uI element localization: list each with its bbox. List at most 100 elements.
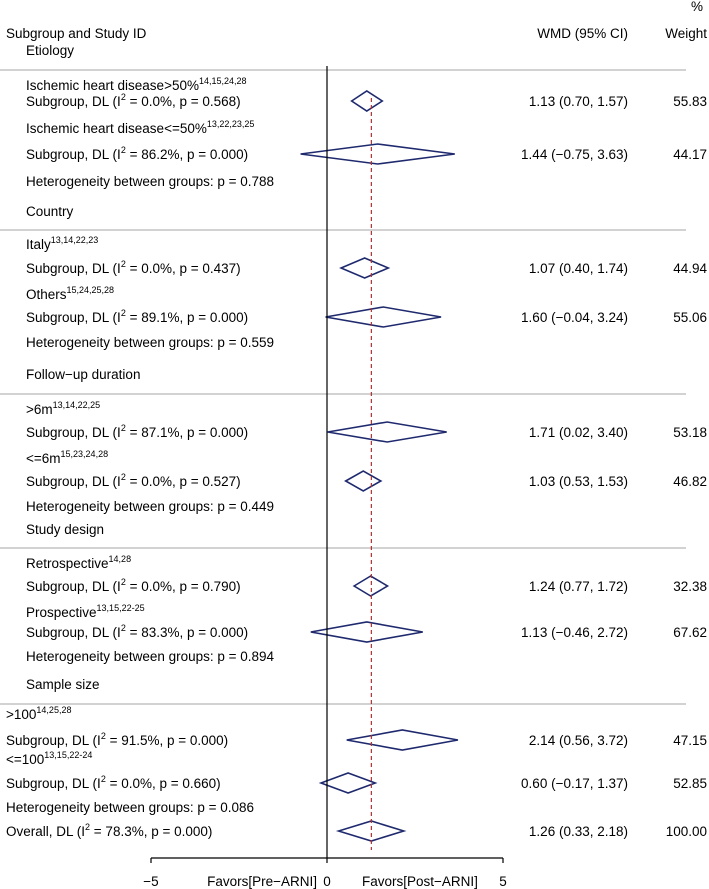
- group-label-superscript: 13,15,22-25: [97, 603, 145, 613]
- group-label-superscript: 13,14,22,25: [53, 400, 101, 410]
- effect-ci-value: 1.44 (−0.75, 3.63): [521, 147, 628, 162]
- subgroup-label-superscript: 2: [121, 92, 126, 102]
- subgroup-diamond: [352, 575, 390, 597]
- group-label-text: Ischemic heart disease>50%: [26, 78, 199, 93]
- effect-ci-value: 1.71 (0.02, 3.40): [529, 425, 628, 440]
- group-label: Others15,24,25,28: [26, 285, 114, 302]
- subgroup-label-text: Subgroup, DL (I: [26, 474, 121, 489]
- subgroup-label-superscript: 2: [121, 308, 126, 318]
- group-label: >10014,25,28: [6, 705, 71, 722]
- group-label-text: >100: [6, 707, 36, 722]
- subgroup-label-text: Subgroup, DL (I: [26, 261, 121, 276]
- weight-value: 47.15: [673, 733, 707, 748]
- subgroup-diamond: [346, 729, 459, 751]
- weight-value: 44.94: [673, 261, 707, 276]
- effect-ci-value: 2.14 (0.56, 3.72): [529, 733, 628, 748]
- effect-ci-value: 0.60 (−0.17, 1.37): [521, 776, 628, 791]
- group-label-text: Ischemic heart disease<=50%: [26, 121, 207, 136]
- weight-unit-label: %: [691, 0, 703, 14]
- overall-label-superscript: 2: [85, 822, 90, 832]
- x-tick-label: 0: [323, 874, 331, 889]
- subgroup-label-stats: = 0.0%, p = 0.527): [126, 474, 241, 489]
- subgroup-label-stats: = 0.0%, p = 0.437): [126, 261, 241, 276]
- subgroup-label: Subgroup, DL (I2 = 87.1%, p = 0.000): [26, 423, 248, 440]
- weight-value: 67.62: [673, 625, 707, 640]
- section-label: Study design: [26, 522, 104, 537]
- group-label-text: Italy: [26, 237, 51, 252]
- favors-left-label: Favors[Pre−ARNI]: [207, 874, 317, 889]
- heterogeneity-label: Heterogeneity between groups: p = 0.449: [26, 499, 274, 514]
- group-label: Italy13,14,22,23: [26, 235, 98, 252]
- subgroup-diamond: [318, 772, 378, 794]
- effect-ci-value: 1.03 (0.53, 1.53): [529, 474, 628, 489]
- subgroup-label: Subgroup, DL (I2 = 91.5%, p = 0.000): [6, 731, 228, 748]
- subgroup-diamond: [339, 257, 391, 279]
- group-label-superscript: 14,25,28: [36, 705, 71, 715]
- subgroup-label-stats: = 0.0%, p = 0.660): [106, 776, 221, 791]
- subgroup-label-text: Subgroup, DL (I: [6, 733, 101, 748]
- subgroup-label-superscript: 2: [121, 423, 126, 433]
- group-label-superscript: 14,15,24,28: [199, 76, 247, 86]
- group-label-text: >6m: [26, 402, 53, 417]
- subgroup-label: Subgroup, DL (I2 = 0.0%, p = 0.527): [26, 472, 241, 489]
- subgroup-label: Subgroup, DL (I2 = 0.0%, p = 0.437): [26, 259, 241, 276]
- heterogeneity-label: Heterogeneity between groups: p = 0.559: [26, 335, 274, 350]
- subgroup-diamond: [344, 470, 383, 492]
- group-label-superscript: 15,23,24,28: [61, 449, 109, 459]
- subgroup-label: Subgroup, DL (I2 = 0.0%, p = 0.660): [6, 774, 221, 791]
- weight-value: 100.00: [666, 824, 707, 839]
- group-label-superscript: 15,24,25,28: [67, 285, 115, 295]
- subgroup-label-text: Subgroup, DL (I: [6, 776, 101, 791]
- subgroup-label-superscript: 2: [121, 623, 126, 633]
- weight-value: 55.83: [673, 94, 707, 109]
- subgroup-label-superscript: 2: [121, 577, 126, 587]
- subgroup-label-text: Subgroup, DL (I: [26, 94, 121, 109]
- group-label-superscript: 13,14,22,23: [51, 235, 99, 245]
- section-label: Country: [26, 204, 74, 219]
- subgroup-label-superscript: 2: [121, 472, 126, 482]
- overall-label-text: Overall, DL (I: [6, 824, 85, 839]
- subgroup-label: Subgroup, DL (I2 = 0.0%, p = 0.790): [26, 577, 241, 594]
- header-effect: WMD (95% CI): [537, 26, 628, 41]
- subgroup-label-stats: = 83.3%, p = 0.000): [126, 625, 248, 640]
- group-label: Ischemic heart disease>50%14,15,24,28: [26, 76, 247, 93]
- group-label: >6m13,14,22,25: [26, 400, 100, 417]
- section-label: Follow−up duration: [26, 367, 140, 382]
- group-label-text: Others: [26, 287, 67, 302]
- group-label-text: <=100: [6, 752, 44, 767]
- subgroup-label-text: Subgroup, DL (I: [26, 579, 121, 594]
- weight-value: 32.38: [673, 579, 707, 594]
- group-label: Prospective13,15,22-25: [26, 603, 145, 620]
- subgroup-label-text: Subgroup, DL (I: [26, 425, 121, 440]
- weight-value: 52.85: [673, 776, 707, 791]
- subgroup-label-text: Subgroup, DL (I: [26, 625, 121, 640]
- x-tick-label: 5: [499, 874, 507, 889]
- subgroup-label-stats: = 87.1%, p = 0.000): [126, 425, 248, 440]
- header-weight: Weight: [665, 26, 707, 41]
- subgroup-diamond: [325, 306, 442, 328]
- heterogeneity-label: Heterogeneity between groups: p = 0.894: [26, 649, 275, 664]
- x-tick-label: −5: [143, 874, 158, 889]
- group-label-superscript: 13,15,22-24: [44, 750, 92, 760]
- overall-label-stats: = 78.3%, p = 0.000): [90, 824, 212, 839]
- subgroup-diamond: [350, 90, 384, 112]
- rows-layer: Etiology Ischemic heart disease>50%14,15,…: [0, 43, 707, 842]
- header-study: Subgroup and Study ID: [6, 26, 147, 41]
- effect-ci-value: 1.24 (0.77, 1.72): [529, 579, 628, 594]
- subgroup-label-superscript: 2: [121, 145, 126, 155]
- overall-diamond: [335, 820, 407, 842]
- subgroup-label-stats: = 86.2%, p = 0.000): [126, 147, 248, 162]
- section-label: Sample size: [26, 677, 100, 692]
- weight-value: 53.18: [673, 425, 707, 440]
- subgroup-label: Subgroup, DL (I2 = 86.2%, p = 0.000): [26, 145, 248, 162]
- heterogeneity-label: Heterogeneity between groups: p = 0.086: [6, 800, 254, 815]
- subgroup-diamond: [310, 621, 423, 643]
- group-label-superscript: 13,22,23,25: [207, 119, 255, 129]
- weight-value: 55.06: [673, 310, 707, 325]
- overall-label: Overall, DL (I2 = 78.3%, p = 0.000): [6, 822, 212, 839]
- effect-ci-value: 1.13 (0.70, 1.57): [529, 94, 628, 109]
- section-label: Etiology: [26, 43, 74, 58]
- weight-value: 44.17: [673, 147, 707, 162]
- subgroup-label-superscript: 2: [101, 731, 106, 741]
- effect-ci-value: 1.07 (0.40, 1.74): [529, 261, 628, 276]
